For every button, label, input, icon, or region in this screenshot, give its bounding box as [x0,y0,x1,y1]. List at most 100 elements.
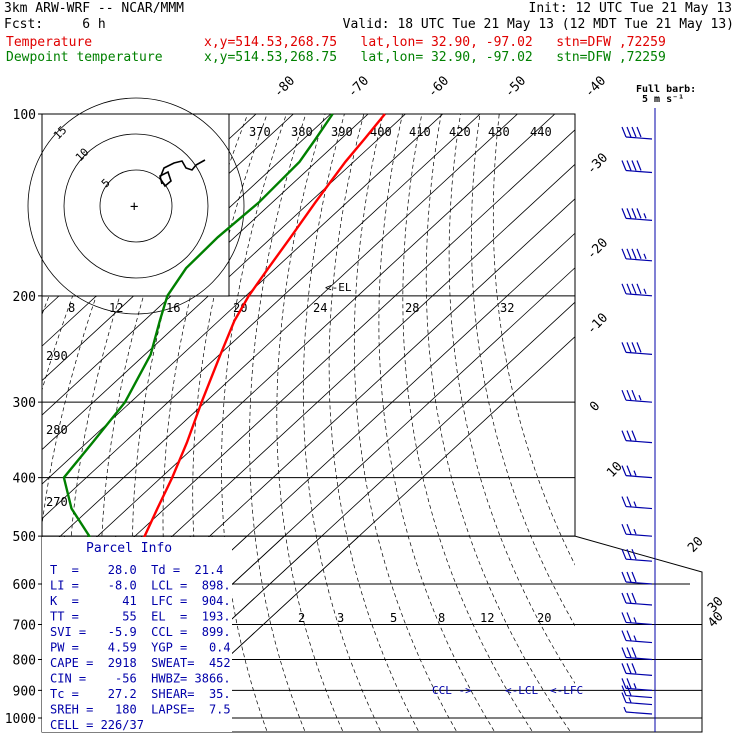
hodograph-center: + [130,199,138,215]
wind-barb-staff [625,505,653,510]
isotherm-label: 10 [604,459,626,481]
lfc-annotation: <-LFC [550,684,583,697]
wind-barb-flag [643,253,647,260]
wind-barb-flag [643,288,647,295]
wind-barb-flag [631,548,637,560]
wind-barb-flag [636,342,642,353]
wind-barb-flag [621,571,627,583]
wind-barb-staff [625,602,653,606]
wind-barb-flag [621,342,627,353]
isotherm-line [147,336,575,732]
wind-barb-flag [633,470,637,476]
wind-barb [623,706,653,715]
wind-barb-flag [626,248,632,260]
wind-barb-flag [626,685,632,696]
isotherm-label: 40 [705,609,727,631]
barb-legend-unit: 5 m s⁻¹ [642,94,685,105]
dry-adiabat [42,114,171,528]
mixing-ratio-label: 3 [337,611,344,625]
mixing-ratio-label: 20 [537,611,551,625]
wind-barb-flag [621,389,627,401]
isotherm-label: -30 [584,150,611,177]
isotherm-line [42,114,481,520]
wind-barb-staff [625,217,653,221]
wind-barb [621,430,653,444]
isotherm-line [42,129,575,623]
wind-barb-flag [633,617,637,623]
top-axis-label: 8 [68,301,75,315]
wind-barb-flag [621,160,627,171]
forecast-hour: Fcst: 6 h [4,17,106,32]
wind-barb-flag [621,248,627,260]
pressure-label-700: 700 [13,618,36,633]
wind-barb-flag [633,528,637,535]
theta-label: 290 [46,349,68,363]
theta-label: 390 [331,125,353,139]
wind-barb-flag [626,430,632,441]
top-axis-label: 32 [500,301,514,315]
dry-adiabat [378,114,495,731]
wind-barb [621,523,653,537]
dewpoint-point-info: x,y=514.53,268.75 lat,lon= 32.90, -97.02… [204,50,666,65]
parcel-panel-bg [42,537,232,732]
wind-barb [621,571,653,585]
init-time: Init: 12 UTC Tue 21 May 13 [528,1,733,16]
wind-barb-flag [626,465,632,476]
wind-barb-flag [621,283,627,295]
wind-barb-flag [626,592,632,604]
dry-adiabat [448,114,575,684]
hodograph-trace [159,159,206,188]
wind-barb-flag [633,501,637,507]
wind-barb-flag [631,160,637,171]
mixing-ratio-label: 5 [390,611,397,625]
theta-label: 270 [46,495,68,509]
wind-barb-staff [625,533,653,537]
wind-barb-flag [621,612,627,623]
wind-barb [621,663,653,676]
wind-barb-staff [625,701,653,706]
wind-barb-staff [625,711,653,715]
wind-barb-flag [636,283,642,295]
wind-barb [621,612,653,626]
theta-label: 410 [409,125,431,139]
theta-label: 280 [46,423,68,437]
wind-barb-flag [631,592,637,604]
isotherm-label: -80 [271,73,298,100]
wind-barb-flag [621,647,627,658]
wind-barb-flag [626,160,632,171]
parcel-info-row: CELL = 226/37 [50,718,144,732]
mixing-ratio-label: 12 [480,611,494,625]
pressure-label-800: 800 [13,653,36,668]
wind-barb-staff [625,639,653,644]
lcl-annotation: <-LCL [505,684,538,697]
wind-barb-flag [633,635,637,641]
wind-barb-flag [626,630,632,641]
wind-barb-flag [626,647,632,658]
wind-barb-flag [621,496,627,507]
parcel-info-row: PW = 4.59 YGP = 0.4 [50,641,231,655]
wind-barb-flag [626,208,632,219]
dewpoint-legend: Dewpoint temperature [6,50,163,65]
wind-barb-flag [626,496,632,507]
wind-barbs [621,108,656,732]
theta-label: 440 [530,125,552,139]
wind-barb-flag [636,126,642,138]
hodograph-frame [41,113,230,297]
wind-barb-staff [625,672,653,676]
isotherm-label: -70 [345,73,372,100]
hodograph-ring [27,97,245,315]
wind-barb-flag [621,523,627,535]
wind-barb-flag [636,160,642,171]
wind-barb-flag [626,126,632,138]
wind-barb [621,389,653,403]
wind-barb [621,647,653,661]
parcel-info-row: T = 28.0 Td = 21.4 [50,563,223,577]
hodograph-ring [63,133,209,279]
wind-barb-flag [626,283,632,295]
pressure-label-600: 600 [13,578,36,593]
parcel-info-panel: Parcel Info T = 28.0 Td = 21.4 LI = -8.0 L… [42,537,232,732]
parcel-info-row: Tc = 27.2 SHEAR= 35. [50,687,231,701]
isotherm-label: -20 [584,235,611,262]
